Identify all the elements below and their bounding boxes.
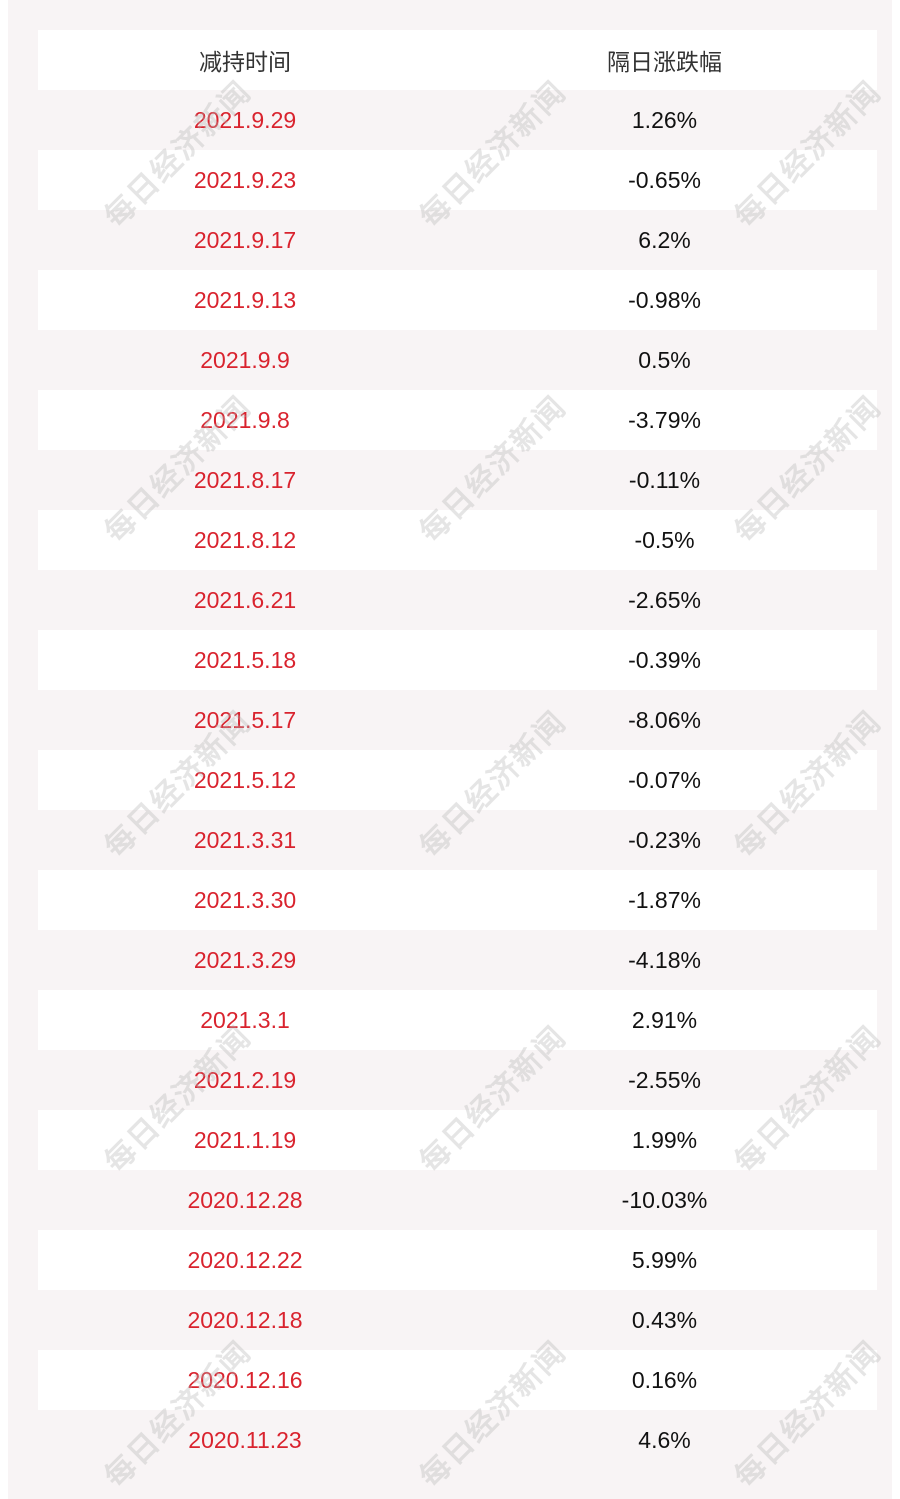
change-cell: 0.5% xyxy=(638,346,691,373)
table-row: 2021.3.31 -0.23% xyxy=(38,810,877,870)
date-cell: 2021.5.18 xyxy=(193,646,297,673)
change-cell: -3.79% xyxy=(628,406,701,433)
table-row: 2021.1.19 1.99% xyxy=(38,1110,877,1170)
table-row: 2020.12.28 -10.03% xyxy=(38,1170,877,1230)
header-cell: 减持时间 xyxy=(199,49,291,75)
table-row: 2021.3.29 -4.18% xyxy=(38,930,877,990)
table-row: 2021.9.23 -0.65% xyxy=(38,150,877,210)
date-cell: 2021.1.19 xyxy=(193,1126,297,1153)
change-cell: -8.06% xyxy=(628,706,701,733)
date-cell: 2021.9.8 xyxy=(200,406,290,433)
table-row: 2021.9.13 -0.98% xyxy=(38,270,877,330)
table: 减持时间 隔日涨跌幅 2021.9.29 1.26% 2021.9.23 -0.65%… xyxy=(38,30,877,1470)
date-cell: 2021.9.13 xyxy=(193,286,297,313)
table-row: 2021.5.12 -0.07% xyxy=(38,750,877,810)
change-cell: 6.2% xyxy=(638,226,691,253)
table-row: 2021.3.30 -1.87% xyxy=(38,870,877,930)
change-cell: -0.98% xyxy=(628,286,701,313)
header-cell: 隔日涨跌幅 xyxy=(607,49,722,75)
date-cell: 2021.9.29 xyxy=(193,106,297,133)
change-cell: 0.16% xyxy=(631,1366,698,1393)
table-row: 2021.9.17 6.2% xyxy=(38,210,877,270)
change-cell: 4.6% xyxy=(638,1426,691,1453)
change-cell: -0.5% xyxy=(634,526,695,553)
table-row: 2021.9.8 -3.79% xyxy=(38,390,877,450)
change-cell: 1.99% xyxy=(631,1126,698,1153)
change-cell: -0.23% xyxy=(628,826,701,853)
date-cell: 2020.12.16 xyxy=(187,1366,303,1393)
date-cell: 2021.8.17 xyxy=(193,466,297,493)
table-row: 2021.8.12 -0.5% xyxy=(38,510,877,570)
change-cell: -2.65% xyxy=(628,586,701,613)
date-cell: 2021.5.17 xyxy=(193,706,297,733)
date-cell: 2021.6.21 xyxy=(193,586,297,613)
date-cell: 2021.3.1 xyxy=(200,1006,290,1033)
change-cell: 5.99% xyxy=(631,1246,698,1273)
table-row: 2020.12.22 5.99% xyxy=(38,1230,877,1290)
date-cell: 2021.3.31 xyxy=(193,826,297,853)
date-cell: 2021.9.23 xyxy=(193,166,297,193)
date-cell: 2020.12.22 xyxy=(187,1246,303,1273)
change-cell: -0.39% xyxy=(628,646,701,673)
change-cell: -0.11% xyxy=(628,466,701,493)
header-row: 减持时间 隔日涨跌幅 xyxy=(38,30,877,90)
table-row: 2021.9.9 0.5% xyxy=(38,330,877,390)
table-row: 2020.12.16 0.16% xyxy=(38,1350,877,1410)
change-cell: -0.07% xyxy=(628,766,701,793)
change-cell: 1.26% xyxy=(631,106,698,133)
date-cell: 2020.12.28 xyxy=(187,1186,303,1213)
date-cell: 2020.12.18 xyxy=(187,1306,303,1333)
date-cell: 2021.2.19 xyxy=(193,1066,297,1093)
change-cell: -10.03% xyxy=(621,1186,708,1213)
date-cell: 2021.5.12 xyxy=(193,766,297,793)
date-cell: 2021.9.17 xyxy=(193,226,297,253)
table-row: 2021.2.19 -2.55% xyxy=(38,1050,877,1110)
change-cell: -2.55% xyxy=(628,1066,701,1093)
table-row: 2021.6.21 -2.65% xyxy=(38,570,877,630)
change-cell: -0.65% xyxy=(628,166,701,193)
table-row: 2021.5.17 -8.06% xyxy=(38,690,877,750)
table-row: 2021.3.1 2.91% xyxy=(38,990,877,1050)
date-cell: 2020.11.23 xyxy=(188,1426,302,1453)
date-cell: 2021.8.12 xyxy=(193,526,297,553)
date-cell: 2021.9.9 xyxy=(200,346,290,373)
date-cell: 2021.3.29 xyxy=(193,946,297,973)
change-cell: 0.43% xyxy=(631,1306,698,1333)
date-cell: 2021.3.30 xyxy=(193,886,297,913)
table-row: 2021.5.18 -0.39% xyxy=(38,630,877,690)
change-cell: -4.18% xyxy=(628,946,701,973)
change-cell: 2.91% xyxy=(631,1006,698,1033)
table-row: 2020.12.18 0.43% xyxy=(38,1290,877,1350)
table-row: 2021.9.29 1.26% xyxy=(38,90,877,150)
table-row: 2021.8.17 -0.11% xyxy=(38,450,877,510)
table-row: 2020.11.23 4.6% xyxy=(38,1410,877,1470)
change-cell: -1.87% xyxy=(628,886,701,913)
